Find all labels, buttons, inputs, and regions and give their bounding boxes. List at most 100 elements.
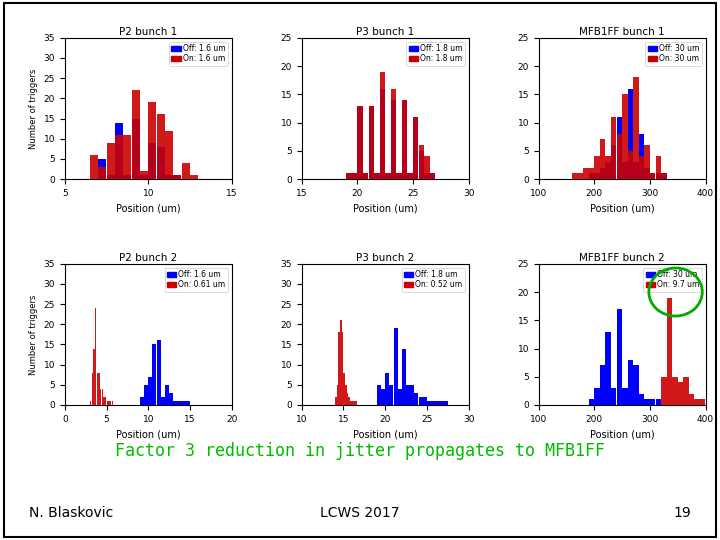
Bar	[346, 173, 351, 179]
Text: N. Blaskovic: N. Blaskovic	[29, 506, 113, 520]
Bar	[357, 106, 363, 179]
Bar	[418, 397, 423, 405]
Bar	[369, 106, 374, 179]
Title: P3 bunch 1: P3 bunch 1	[356, 27, 414, 37]
Bar	[436, 401, 439, 405]
Bar	[639, 157, 644, 179]
X-axis label: Position (um): Position (um)	[116, 203, 181, 213]
Bar	[123, 134, 131, 179]
Bar	[650, 173, 655, 179]
Bar	[650, 400, 655, 405]
Bar	[161, 397, 165, 405]
Bar	[352, 401, 354, 405]
Bar	[600, 168, 606, 179]
Bar	[410, 385, 414, 405]
Bar	[628, 151, 633, 179]
Bar	[335, 397, 337, 405]
Bar	[402, 348, 406, 405]
Bar	[672, 377, 678, 405]
Bar	[108, 401, 110, 405]
Bar	[661, 377, 667, 405]
Bar	[413, 117, 418, 179]
Bar	[100, 389, 102, 405]
X-axis label: Position (um): Position (um)	[590, 429, 654, 439]
Bar	[413, 117, 418, 179]
X-axis label: Position (um): Position (um)	[353, 429, 418, 439]
Bar	[174, 401, 177, 405]
Bar	[354, 401, 355, 405]
Bar	[611, 145, 616, 179]
Bar	[655, 400, 661, 405]
Bar	[93, 348, 95, 405]
Bar	[616, 134, 622, 179]
Bar	[148, 377, 153, 405]
Bar	[700, 400, 706, 405]
Bar	[105, 397, 107, 405]
Bar	[340, 320, 342, 405]
Bar	[639, 394, 644, 405]
Bar	[342, 332, 343, 405]
Bar	[594, 157, 600, 179]
X-axis label: Position (um): Position (um)	[353, 203, 418, 213]
Bar	[90, 155, 98, 179]
Bar	[103, 397, 105, 405]
Bar	[385, 173, 391, 179]
Bar	[156, 147, 165, 179]
Bar	[396, 173, 402, 179]
Bar	[628, 89, 633, 179]
Legend: Off: 30 um, On: 9.7 um: Off: 30 um, On: 9.7 um	[644, 268, 702, 292]
Bar	[431, 401, 435, 405]
Bar	[123, 175, 131, 179]
Bar	[402, 100, 408, 179]
Bar	[667, 298, 672, 405]
Bar	[156, 340, 161, 405]
Legend: Off: 1.6 um, On: 0.61 um: Off: 1.6 um, On: 0.61 um	[165, 268, 228, 292]
Bar	[357, 106, 363, 179]
Bar	[628, 360, 633, 405]
Bar	[661, 173, 667, 179]
Bar	[363, 173, 369, 179]
Bar	[337, 385, 338, 405]
Bar	[418, 145, 424, 179]
Bar	[148, 143, 156, 179]
Bar	[606, 332, 611, 405]
Bar	[91, 373, 93, 405]
Bar	[350, 401, 352, 405]
Bar	[600, 139, 606, 179]
Title: P2 bunch 2: P2 bunch 2	[119, 253, 177, 263]
Bar	[174, 175, 181, 179]
Bar	[363, 173, 369, 179]
Bar	[683, 377, 689, 405]
Bar	[95, 308, 96, 405]
Bar	[402, 100, 408, 179]
Bar	[611, 117, 616, 179]
Bar	[148, 103, 156, 179]
Bar	[634, 77, 639, 179]
Bar	[589, 168, 594, 179]
Bar	[622, 162, 628, 179]
Bar	[352, 173, 357, 179]
Title: MFB1FF bunch 1: MFB1FF bunch 1	[580, 27, 665, 37]
Bar	[181, 163, 190, 179]
Bar	[616, 309, 622, 405]
Bar	[611, 388, 616, 405]
Bar	[589, 400, 594, 405]
Title: P3 bunch 2: P3 bunch 2	[356, 253, 414, 263]
Bar	[346, 173, 351, 179]
Bar	[424, 157, 430, 179]
Bar	[396, 173, 402, 179]
Bar	[634, 366, 639, 405]
Bar	[622, 388, 628, 405]
Bar	[379, 72, 385, 179]
Bar	[639, 134, 644, 179]
Bar	[444, 401, 448, 405]
Legend: Off: 1.8 um, On: 1.8 um: Off: 1.8 um, On: 1.8 um	[406, 42, 465, 66]
Bar	[644, 145, 650, 179]
Bar	[110, 401, 112, 405]
Bar	[589, 173, 594, 179]
Bar	[391, 100, 396, 179]
Bar	[577, 173, 583, 179]
Bar	[112, 401, 113, 405]
Bar	[616, 117, 622, 179]
Bar	[153, 345, 156, 405]
